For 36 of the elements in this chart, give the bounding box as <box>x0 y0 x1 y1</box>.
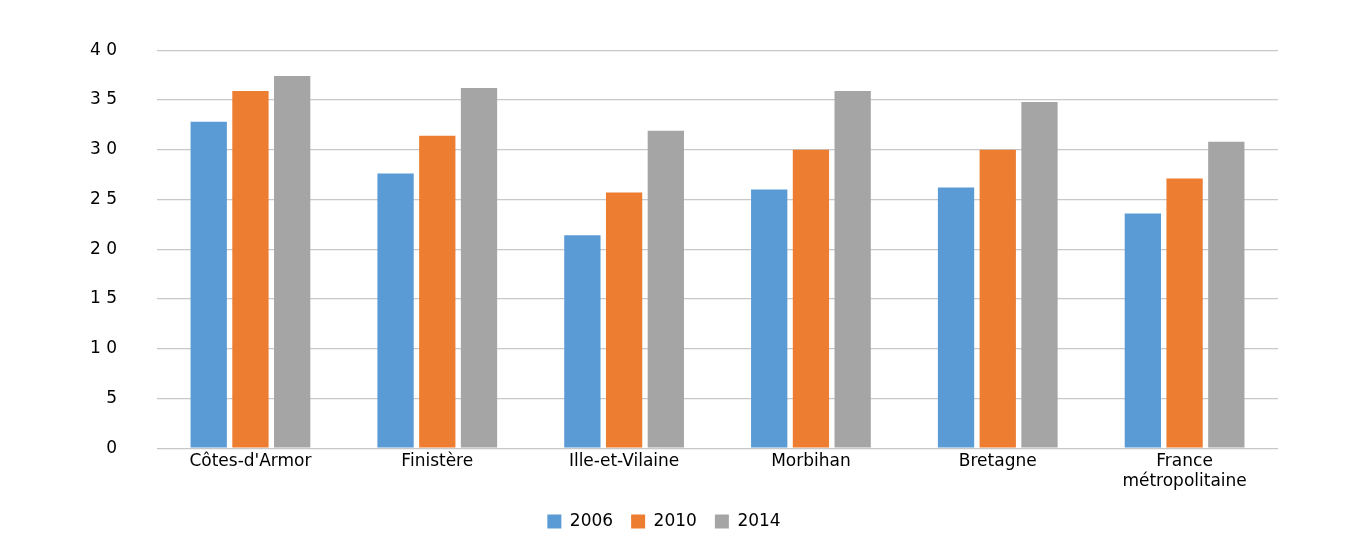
bar <box>834 91 871 448</box>
bar <box>792 149 830 448</box>
bar <box>979 149 1016 448</box>
x-tick-label: France métropolitaine <box>1122 449 1247 491</box>
y-tick-label: 2 5 <box>89 187 118 208</box>
bar <box>751 189 788 448</box>
y-tick-label: 3 5 <box>89 88 118 109</box>
bar <box>605 192 643 448</box>
y-tick-label: 1 5 <box>89 287 118 308</box>
bar <box>1124 213 1162 448</box>
y-tick-label: 2 0 <box>89 237 118 258</box>
bar <box>647 130 684 448</box>
y-tick-label: 1 0 <box>89 337 118 358</box>
bar <box>937 187 975 448</box>
bar <box>274 76 311 448</box>
y-tick-label: 5 <box>106 386 118 407</box>
legend-label: 2014 <box>737 509 781 530</box>
x-tick-label: Côtes-d'Armor <box>189 449 312 470</box>
x-tick-label: Finistère <box>401 449 474 470</box>
x-tick-label: Morbihan <box>771 449 851 470</box>
bar <box>232 91 269 448</box>
legend-label: 2006 <box>569 509 614 530</box>
bar <box>190 121 227 448</box>
bar <box>377 173 414 448</box>
y-tick-label: 4 0 <box>89 38 118 59</box>
bar <box>1208 141 1245 448</box>
bar <box>460 88 498 448</box>
bar <box>564 235 601 448</box>
y-tick-label: 3 0 <box>89 138 118 159</box>
legend-label: 2010 <box>653 509 697 530</box>
bar <box>419 135 456 448</box>
x-tick-label: Bretagne <box>958 449 1037 470</box>
bar <box>1021 101 1058 448</box>
x-tick-label: Ille-et-Vilaine <box>568 449 680 470</box>
bar <box>1166 178 1203 448</box>
y-tick-label: 0 <box>106 436 118 457</box>
